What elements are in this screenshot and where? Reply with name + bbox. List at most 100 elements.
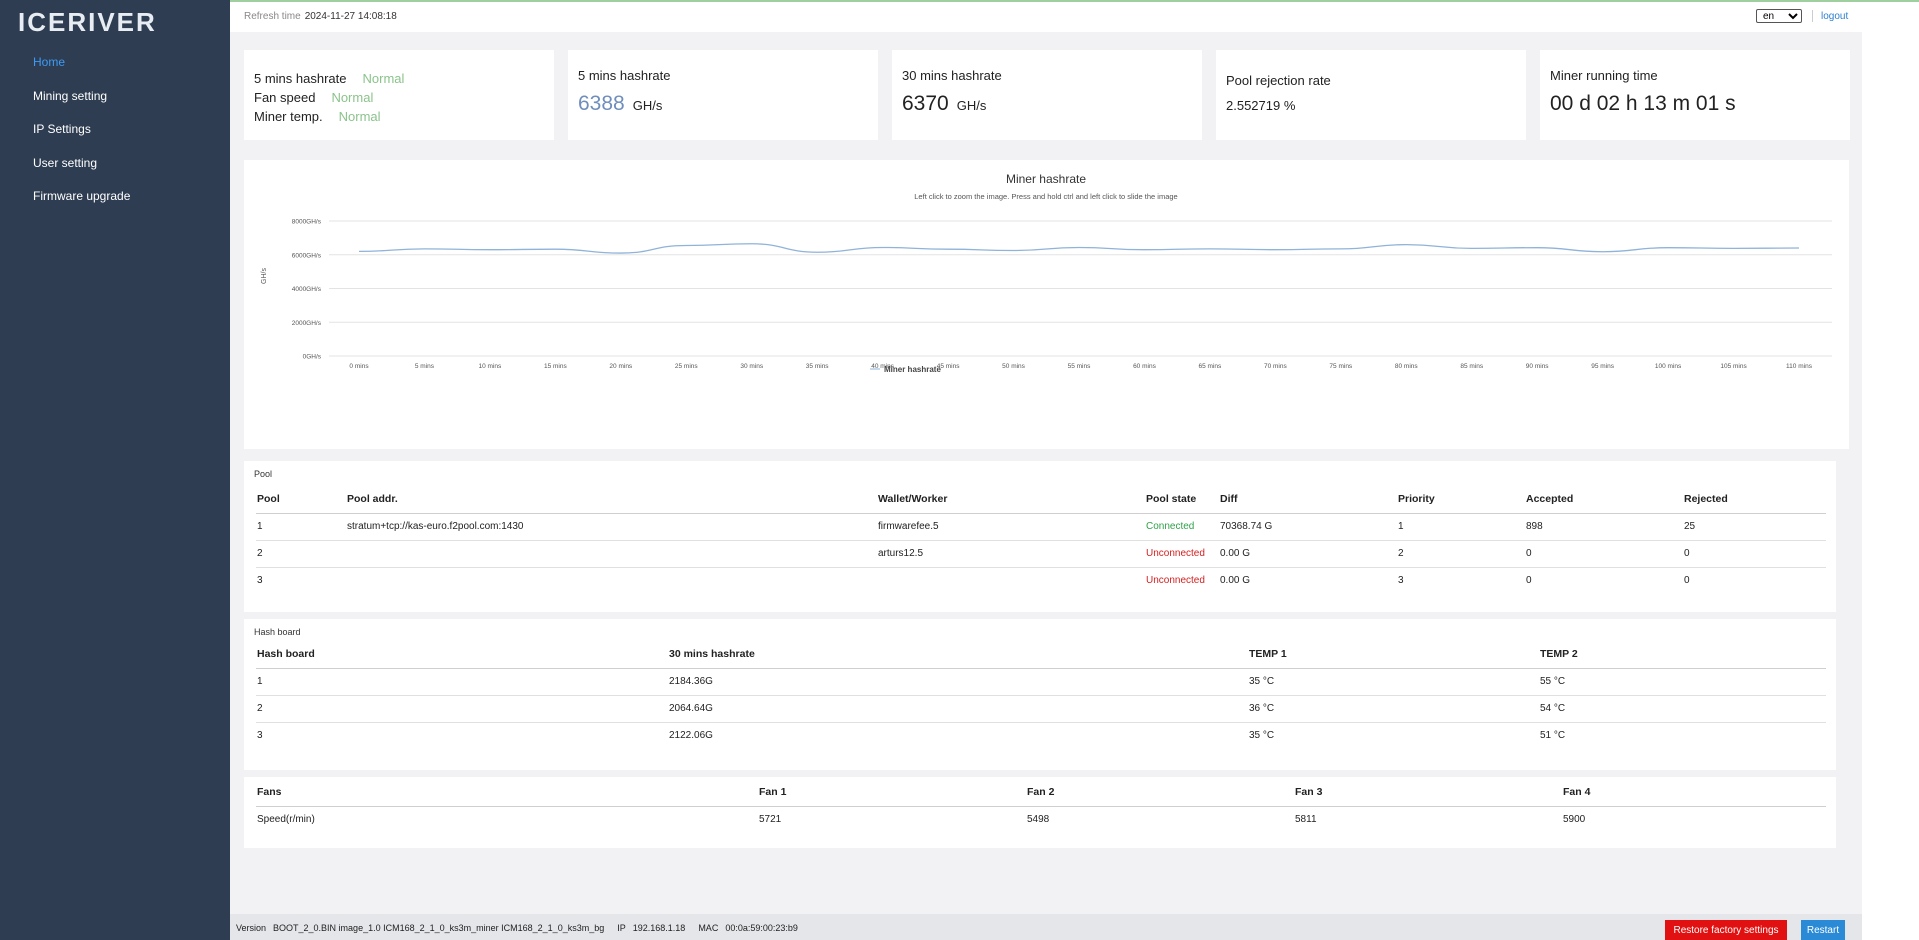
x-tick-label: 40 mins [871, 363, 895, 370]
pool-priority: 2 [1397, 540, 1525, 568]
pool-rejected: 0 [1683, 540, 1826, 568]
mac-value: 00:0a:59:00:23:b9 [725, 923, 798, 933]
board-temp2: 51 °C [1540, 730, 1566, 742]
x-tick-label: 80 mins [1395, 363, 1419, 370]
y-tick-label: 2000GH/s [292, 320, 322, 327]
pool-number: 2 [256, 540, 346, 568]
board-hashrate: 2064.64G [668, 695, 1248, 723]
table-row: 2 2064.64G 36 °C 54 °C [256, 695, 1826, 723]
pool-header-cell: Pool addr. [346, 486, 877, 514]
y-tick-label: 4000GH/s [292, 286, 322, 293]
board-hashrate: 2184.36G [668, 668, 1248, 696]
hashrate-5m-label: 5 mins hashrate [578, 68, 671, 83]
pool-accepted: 898 [1525, 513, 1683, 541]
board-number: 3 [257, 730, 263, 742]
board-hashrate: 2122.06G [669, 730, 713, 742]
pool-number: 1 [256, 513, 346, 541]
top-bar: Refresh time 2024-11-27 14:08:18 en logou… [230, 2, 1862, 32]
x-tick-label: 110 mins [1786, 363, 1813, 370]
fans-header-cell: Fan 3 [1294, 779, 1562, 807]
board-number: 2 [256, 695, 668, 723]
x-tick-label: 55 mins [1068, 363, 1092, 370]
sidebar-item-user-setting[interactable]: User setting [33, 155, 98, 170]
x-tick-label: 100 mins [1655, 363, 1682, 370]
fan-speed-label: Speed(r/min) [257, 814, 315, 826]
hash-board-header-cell: 30 mins hashrate [668, 641, 1248, 669]
x-tick-label: 85 mins [1460, 363, 1484, 370]
pool-state: Unconnected [1145, 540, 1219, 568]
pool-worker: arturs12.5 [877, 540, 1145, 568]
pool-address [346, 540, 877, 568]
sidebar-nav: Home Mining setting IP Settings User set… [0, 52, 230, 220]
status-value: Normal [331, 90, 374, 105]
chart-subtitle: Left click to zoom the image. Press and … [914, 192, 1177, 201]
pool-header-cell: Pool state [1145, 486, 1219, 514]
pool-accepted: 0 [1526, 575, 1532, 587]
hashrate-chart[interactable]: Miner hashrate Left click to zoom the im… [244, 160, 1849, 449]
x-tick-label: 0 mins [349, 363, 369, 370]
hash-board-header-cell: TEMP 1 [1248, 641, 1539, 669]
main-content: Refresh time 2024-11-27 14:08:18 en logou… [230, 2, 1862, 940]
language-select[interactable]: en [1756, 9, 1802, 23]
logout-link[interactable]: logout [1821, 11, 1849, 22]
topbar-divider [1812, 10, 1813, 22]
restore-factory-settings-button[interactable]: Restore factory settings [1665, 920, 1787, 940]
running-time-card: Miner running time 00 d 02 h 13 m 01 s [1540, 50, 1850, 140]
pool-header-cell: Diff [1219, 486, 1397, 514]
legend-label: Miner hashrate [884, 365, 941, 374]
version-label: Version [236, 923, 267, 933]
hash-board-card: Hash board Hash board 30 mins hashrate T… [244, 619, 1836, 770]
status-value: Normal [338, 109, 381, 124]
pool-caption: Pool [254, 469, 273, 479]
chart-title: Miner hashrate [1006, 172, 1086, 186]
hashrate-chart-card: Miner hashrate Left click to zoom the im… [244, 160, 1849, 449]
pool-rejection-value: 2.552719 % [1226, 98, 1296, 113]
x-tick-label: 15 mins [544, 363, 568, 370]
restart-button[interactable]: Restart [1801, 920, 1845, 940]
sidebar-item-home[interactable]: Home [33, 55, 66, 69]
pool-header-cell: Rejected [1683, 486, 1826, 514]
sidebar-item-firmware-upgrade[interactable]: Firmware upgrade [33, 189, 131, 203]
board-temp1: 35 °C [1249, 730, 1275, 742]
pool-diff: 0.00 G [1219, 540, 1397, 568]
pool-state: Unconnected [1146, 575, 1205, 587]
x-tick-label: 50 mins [1002, 363, 1026, 370]
hash-board-table: Hash board 30 mins hashrate TEMP 1 TEMP … [256, 641, 1826, 749]
pool-accepted: 0 [1525, 540, 1683, 568]
fans-table: Fans Fan 1 Fan 2 Fan 3 Fan 4 Speed(r/min… [256, 779, 1826, 833]
x-tick-label: 95 mins [1591, 363, 1615, 370]
refresh-time-label: Refresh time [244, 11, 301, 22]
hash-board-header-cell: TEMP 2 [1539, 641, 1826, 669]
board-temp1: 36 °C [1248, 695, 1539, 723]
refresh-time-value: 2024-11-27 14:08:18 [304, 11, 397, 22]
status-label: Fan speed [254, 90, 316, 105]
hashrate-30m-card: 30 mins hashrate 6370 GH/s [892, 50, 1202, 140]
hashrate-30m-unit: GH/s [956, 98, 987, 113]
pool-rejected: 25 [1683, 513, 1826, 541]
fan-4-speed: 5900 [1563, 814, 1586, 826]
pool-header-cell: Pool [256, 486, 346, 514]
pool-state: Connected [1145, 513, 1219, 541]
logo-text: ICERIVER [18, 10, 157, 34]
pool-address: stratum+tcp://kas-euro.f2pool.com:1430 [346, 513, 877, 541]
x-tick-label: 30 mins [740, 363, 764, 370]
board-temp1: 35 °C [1248, 668, 1539, 696]
chart-series [358, 243, 1800, 254]
x-tick-label: 65 mins [1199, 363, 1223, 370]
sidebar-item-ip-settings[interactable]: IP Settings [33, 122, 91, 136]
fan-1-speed: 5721 [759, 814, 782, 826]
sidebar-item-mining-setting[interactable]: Mining setting [33, 88, 108, 103]
board-temp2: 55 °C [1539, 668, 1826, 696]
table-row: 1 2184.36G 35 °C 55 °C [256, 668, 1826, 696]
status-label: Miner temp. [254, 109, 323, 124]
fans-header-cell: Fans [256, 779, 758, 807]
series-line-miner-hashrate [358, 243, 1800, 254]
fan-3-speed: 5811 [1295, 814, 1317, 826]
x-tick-label: 10 mins [479, 363, 503, 370]
pool-diff: 70368.74 G [1219, 513, 1397, 541]
status-card: 5 mins hashrate Normal Fan speed Normal Mi… [244, 50, 554, 140]
pool-number: 3 [257, 575, 263, 587]
y-tick-label: 8000GH/s [292, 219, 322, 226]
hashrate-5m-value-row: 6388 GH/s [578, 92, 662, 116]
pool-header-row: Pool Pool addr. Wallet/Worker Pool state… [256, 486, 1826, 514]
